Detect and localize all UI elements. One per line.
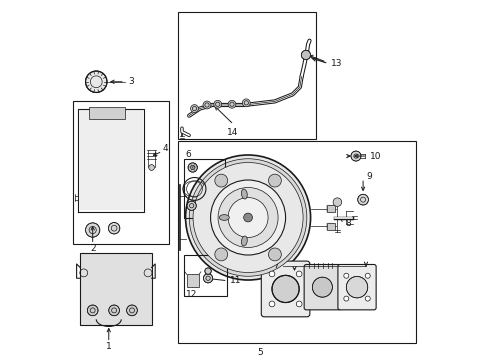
Text: 10: 10 <box>369 152 380 161</box>
Text: 4: 4 <box>163 144 168 153</box>
Circle shape <box>190 105 198 112</box>
Circle shape <box>332 198 341 206</box>
Circle shape <box>357 194 367 205</box>
Text: 8: 8 <box>345 220 350 229</box>
Circle shape <box>296 271 302 277</box>
Circle shape <box>242 99 250 107</box>
Circle shape <box>188 163 197 172</box>
Circle shape <box>268 248 281 261</box>
Circle shape <box>268 271 274 277</box>
Circle shape <box>185 155 310 280</box>
Bar <box>73 102 169 244</box>
Bar <box>89 107 124 119</box>
FancyBboxPatch shape <box>304 265 340 310</box>
Text: 5: 5 <box>257 348 263 357</box>
Text: 2: 2 <box>90 244 95 253</box>
Text: 6: 6 <box>185 150 191 159</box>
Circle shape <box>186 201 196 210</box>
Circle shape <box>108 305 119 316</box>
Circle shape <box>346 276 367 298</box>
Text: 14: 14 <box>227 128 238 137</box>
Text: 12: 12 <box>186 290 197 299</box>
Bar <box>183 158 224 217</box>
Text: 7: 7 <box>273 261 279 270</box>
Circle shape <box>203 274 212 283</box>
Text: 13: 13 <box>330 59 342 68</box>
Circle shape <box>126 305 137 316</box>
Circle shape <box>148 165 154 170</box>
Circle shape <box>193 162 303 273</box>
Circle shape <box>210 180 285 255</box>
Circle shape <box>268 174 281 187</box>
Bar <box>178 141 415 342</box>
Circle shape <box>203 101 210 109</box>
Text: 3: 3 <box>128 77 134 86</box>
Circle shape <box>365 296 369 301</box>
Circle shape <box>268 301 274 307</box>
Circle shape <box>214 174 227 187</box>
Text: 1: 1 <box>106 342 111 351</box>
Bar <box>186 274 199 287</box>
Circle shape <box>312 277 332 297</box>
FancyBboxPatch shape <box>261 261 309 317</box>
Text: 11: 11 <box>229 276 241 285</box>
Bar <box>326 205 334 212</box>
Circle shape <box>218 188 278 248</box>
Bar <box>183 255 226 296</box>
Circle shape <box>87 305 98 316</box>
Bar <box>80 253 151 325</box>
FancyBboxPatch shape <box>337 265 375 310</box>
Circle shape <box>204 268 211 274</box>
Ellipse shape <box>241 236 247 246</box>
Ellipse shape <box>219 215 229 220</box>
Circle shape <box>301 50 310 60</box>
Circle shape <box>85 71 107 93</box>
Circle shape <box>213 100 221 108</box>
Circle shape <box>343 296 348 301</box>
Circle shape <box>85 223 100 237</box>
Circle shape <box>108 222 120 234</box>
Ellipse shape <box>241 189 247 199</box>
Circle shape <box>296 301 302 307</box>
Text: 9: 9 <box>366 172 372 181</box>
Circle shape <box>227 100 235 108</box>
Circle shape <box>243 213 252 222</box>
Circle shape <box>350 151 360 161</box>
Bar <box>178 12 315 139</box>
Bar <box>326 223 334 230</box>
Circle shape <box>227 198 267 238</box>
Circle shape <box>365 273 369 278</box>
Circle shape <box>189 159 306 276</box>
Circle shape <box>271 275 299 302</box>
Circle shape <box>214 248 227 261</box>
Circle shape <box>343 273 348 278</box>
Bar <box>80 111 142 210</box>
